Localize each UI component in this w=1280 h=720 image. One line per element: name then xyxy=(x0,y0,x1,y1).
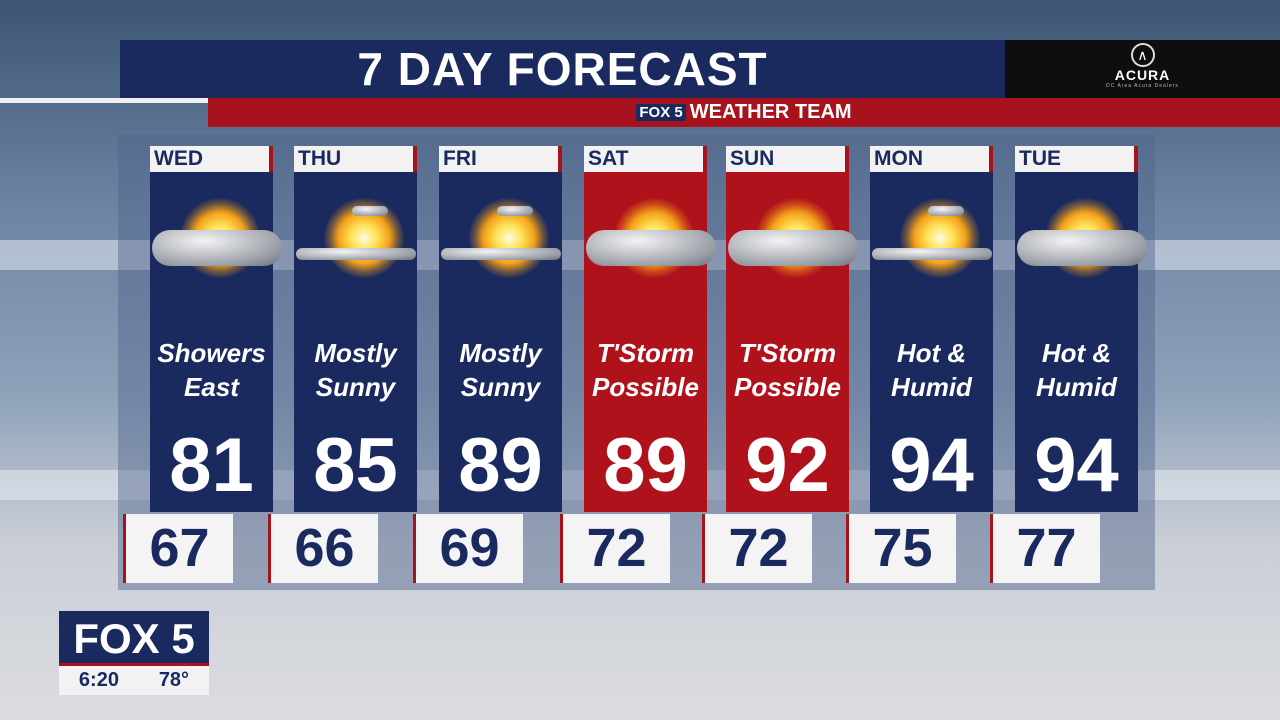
mostly-sunny-icon xyxy=(296,186,416,296)
sun-storm-icon xyxy=(1017,186,1147,296)
day-column: TUE Hot & Humid 94 xyxy=(1015,146,1147,512)
high-temp: 92 xyxy=(745,423,830,508)
sun-behind-cloud-icon xyxy=(152,186,282,296)
sun-storm-icon xyxy=(728,186,858,296)
low-temp: 66 xyxy=(268,514,378,583)
day-label: FRI xyxy=(439,146,562,172)
day-label: TUE xyxy=(1015,146,1138,172)
low-temp: 69 xyxy=(413,514,523,583)
high-temp: 94 xyxy=(1034,423,1119,508)
condition-text: Mostly Sunny xyxy=(314,338,397,402)
day-column: SAT T'Storm Possible 89 xyxy=(584,146,716,512)
high-temp: 85 xyxy=(313,423,398,508)
low-temp: 77 xyxy=(990,514,1100,583)
day-label: THU xyxy=(294,146,417,172)
day-label: SUN xyxy=(726,146,849,172)
condition-text: T'Storm Possible xyxy=(734,338,841,402)
day-column: SUN T'Storm Possible 92 xyxy=(726,146,858,512)
condition-text: Mostly Sunny xyxy=(459,338,542,402)
condition-text: Hot & Humid xyxy=(1036,338,1117,402)
high-temp: 89 xyxy=(458,423,543,508)
high-temp: 81 xyxy=(169,423,254,508)
high-temp: 94 xyxy=(889,423,974,508)
fox5-logo: FOX 5 xyxy=(59,611,209,666)
fox5-logo: FOX 5 xyxy=(636,104,686,121)
mostly-sunny-icon xyxy=(872,186,992,296)
low-temp: 72 xyxy=(560,514,670,583)
page-title: 7 DAY FORECAST xyxy=(357,43,768,95)
mostly-sunny-icon xyxy=(441,186,561,296)
sun-cloud-icon xyxy=(586,186,716,296)
high-temp: 89 xyxy=(603,423,688,508)
acura-logo-icon: ∧ xyxy=(1130,43,1155,67)
day-label: WED xyxy=(150,146,273,172)
current-temp: 78° xyxy=(158,669,190,691)
subtitle: WEATHER TEAM xyxy=(689,101,852,123)
low-temp: 75 xyxy=(846,514,956,583)
day-column: WED Showers East 81 xyxy=(150,146,282,512)
title-bar: 7 DAY FORECAST xyxy=(120,40,1005,98)
station-bug: FOX 5 6:20 78° xyxy=(59,611,209,698)
day-column: FRI Mostly Sunny 89 xyxy=(439,146,562,512)
sponsor-tagline: DC Area Acura Dealers xyxy=(1106,83,1179,89)
sponsor-logo: ∧ ACURA DC Area Acura Dealers xyxy=(1005,40,1280,98)
current-time: 6:20 xyxy=(78,669,119,691)
condition-text: T'Storm Possible xyxy=(592,338,699,402)
condition-text: Showers East xyxy=(157,338,266,402)
day-label: MON xyxy=(870,146,993,172)
day-column: THU Mostly Sunny 85 xyxy=(294,146,417,512)
condition-text: Hot & Humid xyxy=(891,338,972,402)
subtitle-bar: FOX 5 WEATHER TEAM xyxy=(208,98,1280,127)
low-temp: 67 xyxy=(123,514,233,583)
low-temp: 72 xyxy=(702,514,812,583)
sponsor-brand: ACURA xyxy=(1114,67,1171,83)
divider xyxy=(0,98,208,103)
day-label: SAT xyxy=(584,146,707,172)
day-column: MON Hot & Humid 94 xyxy=(870,146,993,512)
